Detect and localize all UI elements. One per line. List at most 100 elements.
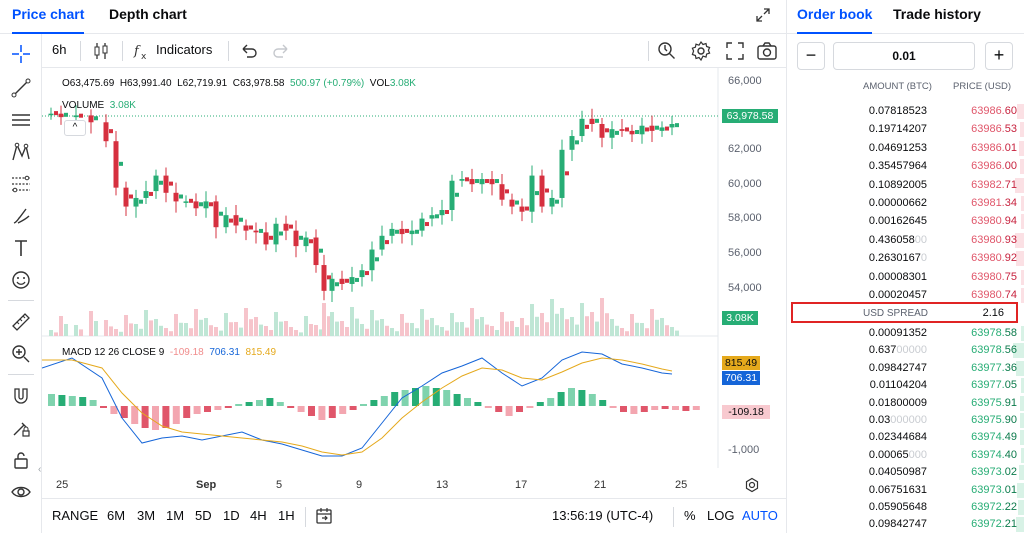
fullscreen-icon[interactable]	[724, 40, 746, 62]
eye-icon[interactable]	[9, 480, 33, 504]
macd-histogram-bar	[172, 406, 180, 424]
tab-depth-chart[interactable]: Depth chart	[109, 6, 187, 22]
text-icon[interactable]	[9, 236, 33, 260]
fib-retracement-icon[interactable]	[9, 172, 33, 196]
tab-price-chart[interactable]: Price chart	[12, 6, 85, 34]
candle-body	[143, 191, 149, 198]
lock-drawing-icon[interactable]	[9, 416, 33, 440]
clock-timezone[interactable]: 13:56:19 (UTC-4)	[552, 508, 654, 523]
ask-row[interactable]: 0.00162645 63980.94	[787, 213, 1024, 230]
candle-body	[193, 201, 199, 209]
collapse-legend-button[interactable]: ^	[64, 120, 86, 136]
ruler-icon[interactable]	[9, 310, 33, 334]
order-price: 63980.75	[971, 270, 1017, 283]
macd-histogram-bar	[276, 402, 284, 406]
bid-row[interactable]: 0.03000000 63975.90	[787, 412, 1024, 429]
candle-body	[629, 130, 635, 135]
unlock-icon[interactable]	[9, 448, 33, 472]
toolbar-divider	[8, 374, 34, 375]
volume-bar	[164, 328, 168, 336]
candlestick-chart[interactable]	[42, 68, 786, 498]
volume-bar	[144, 310, 148, 336]
macd-histogram-bar	[422, 386, 430, 406]
bid-row[interactable]: 0.63700000 63978.56	[787, 342, 1024, 359]
ask-row[interactable]: 0.00000662 63981.34	[787, 195, 1024, 212]
settings-gear-icon[interactable]	[690, 40, 712, 62]
range-4h-button[interactable]: 4H	[250, 508, 267, 523]
range-5d-button[interactable]: 5D	[195, 508, 212, 523]
macd-histogram-bar	[48, 394, 55, 406]
brush-icon[interactable]	[9, 204, 33, 228]
horizontal-lines-icon[interactable]	[9, 108, 33, 132]
bid-row[interactable]: 0.02344684 63974.49	[787, 429, 1024, 446]
price-chart-area[interactable]: O63,475.69 H63,991.40 L62,719.91 C63,978…	[42, 68, 786, 498]
bid-row[interactable]: 0.05905648 63972.22	[787, 499, 1024, 516]
bid-row[interactable]: 0.00065000 63974.40	[787, 447, 1024, 464]
range-1d-button[interactable]: 1D	[223, 508, 240, 523]
trend-line-icon[interactable]	[9, 76, 33, 100]
macd-histogram-bar	[474, 402, 482, 406]
volume-bar	[645, 328, 649, 336]
toolbar-divider	[8, 300, 34, 301]
ask-row[interactable]: 0.04691253 63986.01	[787, 140, 1024, 157]
range-1h-button[interactable]: 1H	[278, 508, 295, 523]
tab-trade-history[interactable]: Trade history	[893, 6, 981, 22]
ask-row[interactable]: 0.26301670 63980.92	[787, 250, 1024, 267]
candlestick-type-icon[interactable]	[90, 40, 112, 62]
volume-bar	[555, 313, 559, 336]
order-amount: 0.00065000	[868, 448, 927, 461]
candle-body	[635, 130, 639, 135]
candle-body	[179, 194, 183, 199]
indicators-button[interactable]: Indicators	[156, 42, 213, 57]
redo-icon[interactable]	[270, 40, 292, 62]
crosshair-icon[interactable]	[9, 42, 33, 66]
ask-row[interactable]: 0.07818523 63986.60	[787, 103, 1024, 120]
bid-row[interactable]: 0.09842747 63977.36	[787, 360, 1024, 377]
log-toggle[interactable]: LOG	[707, 508, 735, 523]
ask-row[interactable]: 0.00020457 63980.74	[787, 287, 1024, 304]
volume-bar	[64, 324, 68, 336]
svg-text:x: x	[141, 52, 147, 62]
go-to-date-icon[interactable]	[314, 506, 334, 526]
candle-body	[399, 228, 405, 235]
bid-row[interactable]: 0.00091352 63978.58	[787, 325, 1024, 342]
ask-row[interactable]: 0.10892005 63982.71	[787, 177, 1024, 194]
emoji-icon[interactable]	[9, 268, 33, 292]
bid-row[interactable]: 0.01800009 63975.91	[787, 395, 1024, 412]
ask-row[interactable]: 0.19714207 63986.53	[787, 121, 1024, 138]
range-3m-button[interactable]: 3M	[137, 508, 156, 523]
decrease-step-button[interactable]: −	[797, 42, 825, 70]
range-6m-button[interactable]: 6M	[107, 508, 126, 523]
collapse-toolbar-icon[interactable]: ‹	[38, 464, 42, 475]
ask-row[interactable]: 0.43605800 63980.93	[787, 232, 1024, 249]
range-1m-button[interactable]: 1M	[166, 508, 185, 523]
toolbar-divider	[228, 41, 229, 61]
bid-row[interactable]: 0.09842747 63972.21	[787, 516, 1024, 533]
pattern-icon[interactable]	[9, 140, 33, 164]
percent-toggle[interactable]: %	[684, 508, 696, 523]
bid-row[interactable]: 0.01104204 63977.05	[787, 377, 1024, 394]
macd-histogram-bar	[328, 406, 336, 418]
screenshot-camera-icon[interactable]	[756, 40, 778, 62]
increase-step-button[interactable]: +	[985, 42, 1013, 70]
chart-settings-icon[interactable]	[744, 477, 760, 493]
tab-order-book[interactable]: Order book	[797, 6, 873, 34]
expand-icon[interactable]	[756, 8, 770, 22]
depth-bar	[1016, 360, 1024, 376]
magnet-icon[interactable]	[9, 384, 33, 408]
ask-row[interactable]: 0.00008301 63980.75	[787, 269, 1024, 286]
bid-row[interactable]: 0.06751631 63973.01	[787, 482, 1024, 499]
auto-toggle[interactable]: AUTO	[742, 508, 778, 523]
depth-bar	[1020, 413, 1024, 428]
zoom-in-icon[interactable]	[9, 342, 33, 366]
macd-histogram-bar	[609, 406, 617, 408]
candle-body	[649, 125, 655, 131]
quick-search-icon[interactable]	[656, 40, 678, 62]
interval-select[interactable]: 6h	[52, 42, 67, 57]
aggregation-step-field[interactable]: 0.01	[833, 42, 975, 70]
candle-body	[645, 127, 649, 132]
undo-icon[interactable]	[238, 40, 260, 62]
bid-row[interactable]: 0.04050987 63973.02	[787, 464, 1024, 481]
ask-row[interactable]: 0.35457964 63986.00	[787, 158, 1024, 175]
